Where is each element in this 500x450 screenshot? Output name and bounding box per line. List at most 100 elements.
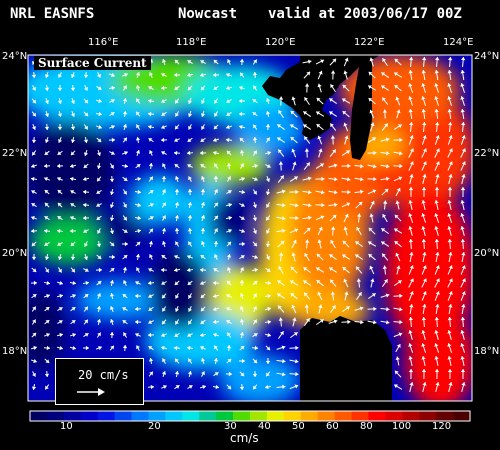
current-vector-head bbox=[265, 191, 271, 195]
current-vector-head bbox=[303, 111, 308, 116]
current-vector-head bbox=[355, 241, 360, 245]
current-vector-head bbox=[316, 253, 321, 258]
current-vector-head bbox=[109, 332, 115, 336]
current-vector-head bbox=[382, 200, 388, 204]
current-vector-head bbox=[200, 241, 206, 245]
current-vector-head bbox=[148, 163, 154, 167]
current-vector-head bbox=[290, 124, 294, 129]
lon-tick-label: 122°E bbox=[354, 37, 385, 48]
current-vector-head bbox=[239, 98, 243, 104]
current-vector-head bbox=[460, 343, 465, 347]
map-field-area bbox=[28, 55, 472, 401]
current-vector-head bbox=[213, 293, 217, 299]
current-vector-head bbox=[434, 109, 439, 113]
current-vector-head bbox=[97, 281, 102, 285]
current-vector-head bbox=[109, 319, 115, 323]
current-vector-head bbox=[188, 125, 192, 130]
current-vector-head bbox=[124, 163, 128, 169]
current-vector-head bbox=[84, 333, 89, 337]
current-vector-head bbox=[175, 125, 179, 130]
current-vector-head bbox=[111, 125, 115, 130]
current-vector-head bbox=[278, 110, 283, 115]
current-vector-head bbox=[187, 60, 192, 64]
current-vector-head bbox=[227, 176, 231, 181]
current-vector-head bbox=[174, 308, 180, 312]
current-vector-head bbox=[58, 268, 62, 273]
current-vector-head bbox=[291, 148, 296, 153]
current-vector-head bbox=[461, 174, 466, 178]
current-vector-head bbox=[44, 202, 49, 207]
current-vector-head bbox=[149, 72, 154, 77]
current-vector-head bbox=[347, 163, 351, 169]
current-vector-head bbox=[461, 278, 466, 283]
current-vector-head bbox=[253, 59, 257, 64]
current-vector-head bbox=[200, 138, 205, 142]
current-vector-head bbox=[96, 152, 102, 156]
current-vector-head bbox=[33, 358, 37, 364]
colorbar-swatch bbox=[419, 411, 437, 421]
current-vector-head bbox=[295, 371, 299, 377]
current-vector-head bbox=[84, 99, 89, 104]
current-vector-head bbox=[83, 189, 87, 195]
current-vector-head bbox=[200, 255, 205, 259]
current-vector-head bbox=[447, 122, 453, 126]
current-vector-head bbox=[213, 241, 219, 245]
current-vector-head bbox=[137, 202, 141, 208]
current-vector-head bbox=[316, 124, 321, 128]
colorbar-tick-label: 80 bbox=[360, 421, 373, 432]
current-vector-head bbox=[161, 112, 166, 116]
current-vector-head bbox=[295, 345, 299, 351]
current-vector-head bbox=[70, 190, 75, 194]
current-vector-head bbox=[278, 317, 284, 321]
current-vector-head bbox=[303, 280, 307, 285]
current-vector-head bbox=[408, 369, 414, 373]
current-vector-head bbox=[148, 241, 154, 245]
current-vector-head bbox=[58, 320, 63, 324]
current-vector-head bbox=[70, 256, 76, 260]
colorbar-swatch bbox=[402, 411, 420, 421]
current-vector-head bbox=[57, 190, 62, 194]
current-vector-head bbox=[278, 96, 284, 100]
lat-tick-label: 24°N bbox=[2, 51, 28, 62]
current-vector-head bbox=[240, 163, 244, 168]
current-vector-head bbox=[282, 228, 286, 233]
current-vector-head bbox=[96, 203, 101, 207]
current-vector-head bbox=[46, 333, 50, 338]
colorbar-swatch bbox=[385, 411, 403, 421]
current-vector-head bbox=[294, 384, 299, 389]
current-vector-head bbox=[344, 57, 349, 62]
current-vector-head bbox=[162, 163, 166, 168]
colorbar-tick-label: 50 bbox=[292, 421, 305, 432]
current-vector-head bbox=[84, 268, 89, 272]
current-vector-head bbox=[70, 242, 75, 246]
current-vector-head bbox=[174, 281, 179, 285]
current-vector-head bbox=[174, 345, 178, 351]
current-vector-head bbox=[59, 345, 63, 351]
current-vector-head bbox=[240, 267, 244, 272]
current-vector-head bbox=[434, 70, 439, 74]
current-vector-head bbox=[241, 358, 245, 364]
current-vector-head bbox=[215, 384, 219, 390]
current-vector-head bbox=[434, 213, 439, 217]
current-vector-head bbox=[317, 239, 322, 244]
current-vector-head bbox=[408, 187, 414, 191]
current-vector-head bbox=[123, 190, 127, 195]
current-vector-head bbox=[370, 278, 375, 283]
current-vector-head bbox=[70, 113, 76, 117]
current-vector-head bbox=[174, 255, 178, 260]
current-vector-head bbox=[254, 163, 258, 169]
current-vector-head bbox=[200, 228, 206, 232]
current-vector-head bbox=[136, 241, 141, 246]
current-vector-head bbox=[317, 83, 322, 88]
current-vector-head bbox=[84, 294, 89, 298]
current-vector-head bbox=[32, 86, 36, 91]
current-vector-head bbox=[330, 279, 334, 284]
current-vector-head bbox=[239, 85, 243, 91]
current-vector-head bbox=[368, 241, 372, 246]
current-vector-head bbox=[148, 86, 153, 90]
current-vector-head bbox=[253, 293, 257, 298]
current-vector-head bbox=[188, 176, 192, 181]
colorbar-swatch bbox=[97, 411, 116, 421]
current-vector-head bbox=[461, 291, 466, 296]
current-vector-head bbox=[422, 291, 427, 296]
